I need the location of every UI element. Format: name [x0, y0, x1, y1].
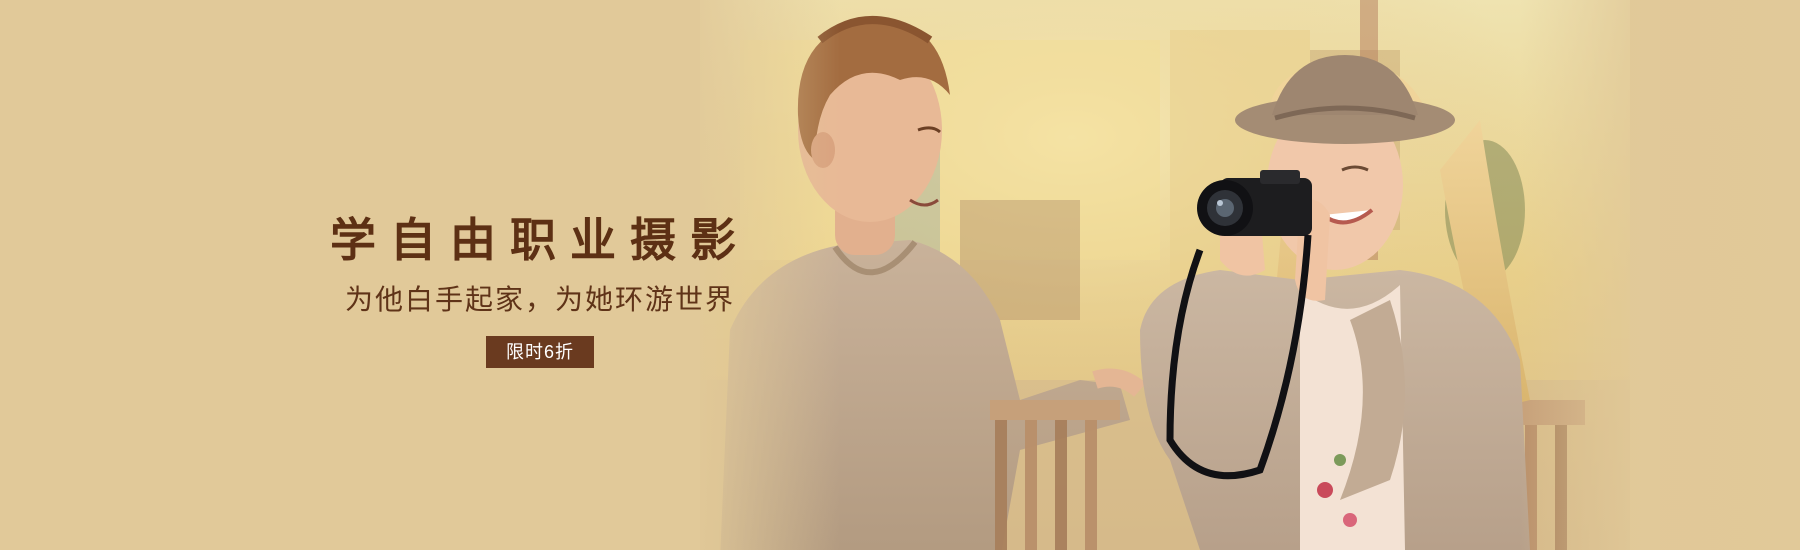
promo-text-block: 学自由职业摄影 为他白手起家，为她环游世界 限时6折: [300, 210, 780, 368]
banner-photo: [700, 0, 1630, 550]
woman-figure: [1140, 55, 1530, 550]
left-fade: [680, 0, 840, 550]
discount-badge-button[interactable]: 限时6折: [485, 336, 594, 368]
banner-headline: 学自由职业摄影: [330, 213, 750, 267]
right-fade: [1520, 0, 1660, 550]
banner-subline: 为他白手起家，为她环游世界: [344, 283, 735, 316]
